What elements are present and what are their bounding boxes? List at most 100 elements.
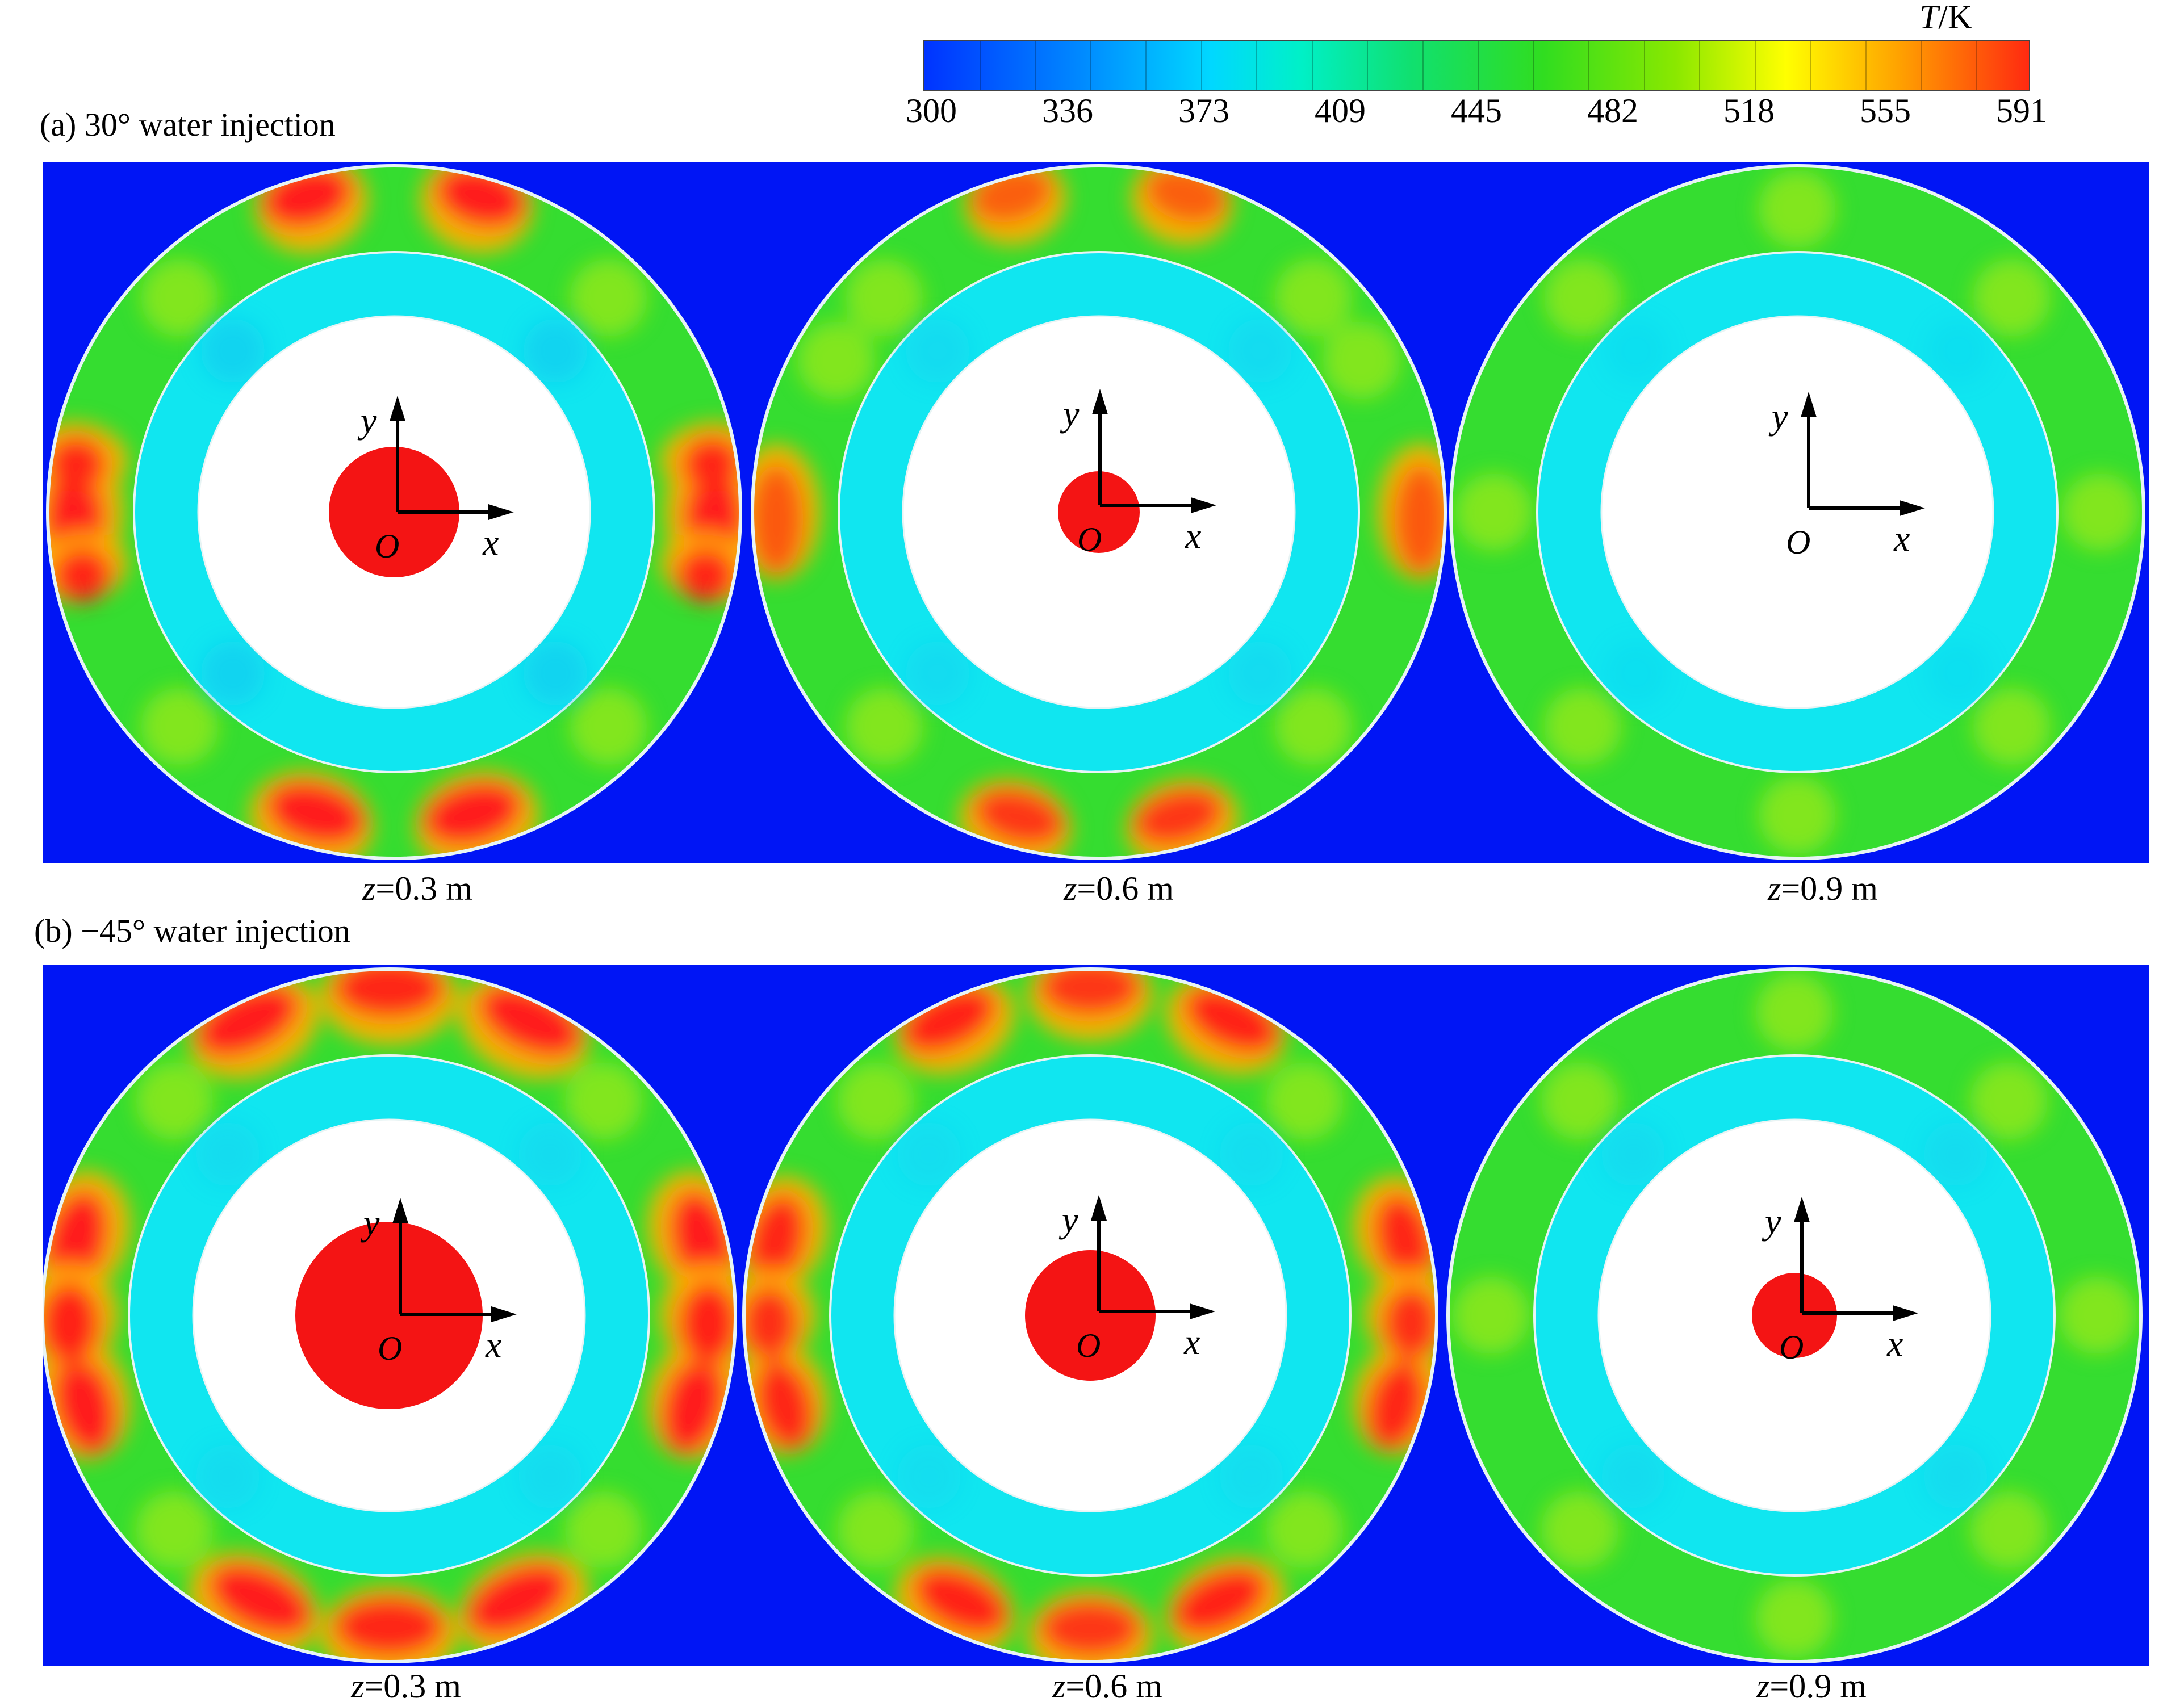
outer-wall — [1446, 967, 2143, 1663]
hot-core — [914, 1568, 1008, 1634]
caption-a-z09: z=0.9 m — [1768, 870, 1878, 907]
colorbar-segment-line — [1145, 41, 1147, 90]
panel-a-title: (a) 30° water injection — [40, 106, 336, 143]
y-axis-label: y — [1058, 1200, 1078, 1240]
y-arrow-icon — [1794, 1197, 1810, 1222]
axis-triad: y x O — [1768, 392, 1925, 561]
colorbar-segment-line — [1035, 41, 1036, 90]
colorbar-segment-line — [1588, 41, 1589, 90]
ring-section-2: y x O — [742, 967, 1438, 1663]
central-hot-core — [1025, 1250, 1156, 1381]
hot-core — [334, 1597, 444, 1657]
hot-core — [681, 437, 740, 492]
x-axis-label: x — [1183, 1322, 1200, 1362]
hot-core — [1134, 789, 1223, 845]
axis-triad: y x O — [360, 1198, 517, 1367]
colorbar-title: T/K — [1919, 0, 1973, 36]
central-bore — [1600, 315, 1994, 709]
hot-core — [467, 1564, 569, 1635]
panel-a-contour-plot: y x Oy x Oy x O — [43, 162, 2149, 863]
colorbar-segment-line — [1367, 41, 1368, 90]
origin-label: O — [1077, 521, 1102, 558]
hot-core — [1173, 1568, 1267, 1634]
hot-core — [43, 1282, 99, 1365]
hot-core — [662, 1356, 725, 1454]
caption-b-z03: z=0.3 m — [351, 1667, 461, 1705]
x-axis-label: x — [1886, 1323, 1903, 1364]
hot-core — [1040, 1600, 1140, 1657]
origin-label: O — [1779, 1328, 1804, 1366]
axis-triad: y x O — [357, 396, 514, 565]
x-arrow-icon — [1893, 1305, 1918, 1321]
panel-b-contour-plot: y x Oy x Oy x O — [43, 965, 2149, 1666]
colorbar-segment-line — [1754, 41, 1756, 90]
x-arrow-icon — [1190, 1303, 1215, 1319]
origin-label: O — [1076, 1327, 1101, 1364]
y-arrow-icon — [390, 396, 405, 421]
outer-wall — [43, 967, 737, 1663]
y-axis-label: y — [1762, 1201, 1781, 1242]
origin-label: O — [1786, 523, 1810, 561]
axis-triad: y x O — [1762, 1197, 1918, 1366]
y-axis-label: y — [360, 1202, 380, 1243]
x-arrow-icon — [491, 1306, 517, 1322]
hot-core — [1374, 1194, 1434, 1284]
x-arrow-icon — [488, 504, 514, 520]
colorbar-segment-line — [1200, 41, 1202, 90]
colorbar-tick-label: 373 — [1178, 92, 1229, 129]
panel-b-title: (b) −45° water injection — [34, 912, 350, 949]
hot-core — [45, 1191, 108, 1289]
hot-core — [48, 437, 107, 492]
x-axis-label: x — [482, 522, 499, 563]
axis-triad: y x O — [1060, 389, 1216, 558]
y-arrow-icon — [392, 1198, 408, 1223]
hot-core — [676, 547, 736, 603]
colorbar-tick-label: 591 — [1996, 92, 2047, 129]
y-axis-label: y — [357, 400, 377, 441]
y-axis-label: y — [1768, 396, 1788, 437]
colorbar-segment-line — [1865, 41, 1867, 90]
y-arrow-icon — [1801, 392, 1817, 417]
colorbar-segment-line — [1422, 41, 1424, 90]
x-axis-label: x — [1893, 518, 1910, 559]
colorbar-segment-line — [1478, 41, 1479, 90]
hot-core — [670, 1191, 733, 1289]
outer-wall — [46, 164, 742, 860]
hot-core — [744, 1286, 798, 1360]
ring-section-3: y x O — [1446, 967, 2143, 1663]
colorbar-segment-line — [1976, 41, 1977, 90]
colorbar-tick-label: 555 — [1860, 92, 1911, 129]
hot-core — [1040, 969, 1140, 1015]
colorbar-segment-line — [979, 41, 981, 90]
hot-core — [424, 782, 522, 845]
axis-triad: y x O — [1058, 1195, 1215, 1364]
x-axis-label: x — [1185, 515, 1201, 556]
colorbar-segment-line — [1090, 41, 1091, 90]
colorbar-tick-label: 300 — [906, 92, 957, 129]
colorbar-segment-line — [1643, 41, 1645, 90]
colorbar-tick-label: 409 — [1315, 92, 1366, 129]
central-hot-core — [1752, 1273, 1837, 1358]
y-axis-label: y — [1060, 393, 1080, 434]
hot-core — [752, 464, 804, 574]
outer-wall — [1449, 164, 2145, 860]
hot-core — [1394, 464, 1445, 574]
hot-core — [53, 1356, 116, 1454]
x-arrow-icon — [1900, 500, 1925, 516]
caption-b-z06: z=0.6 m — [1052, 1667, 1162, 1705]
hot-core — [1366, 1360, 1426, 1450]
colorbar-segment-line — [1533, 41, 1534, 90]
central-hot-core — [329, 447, 459, 577]
ring-section-1: y x O — [43, 967, 737, 1663]
central-hot-core — [295, 1222, 483, 1409]
origin-label: O — [378, 1330, 402, 1367]
hot-core — [266, 782, 365, 845]
outer-wall — [742, 967, 1438, 1663]
hot-core — [1383, 1286, 1437, 1360]
caption-a-z03: z=0.3 m — [362, 870, 472, 907]
hot-core — [52, 547, 112, 603]
y-arrow-icon — [1091, 1195, 1107, 1221]
colorbar-segment-line — [1921, 41, 1922, 90]
colorbar-tick-label: 336 — [1042, 92, 1093, 129]
ring-section-3: y x O — [1449, 164, 2145, 860]
